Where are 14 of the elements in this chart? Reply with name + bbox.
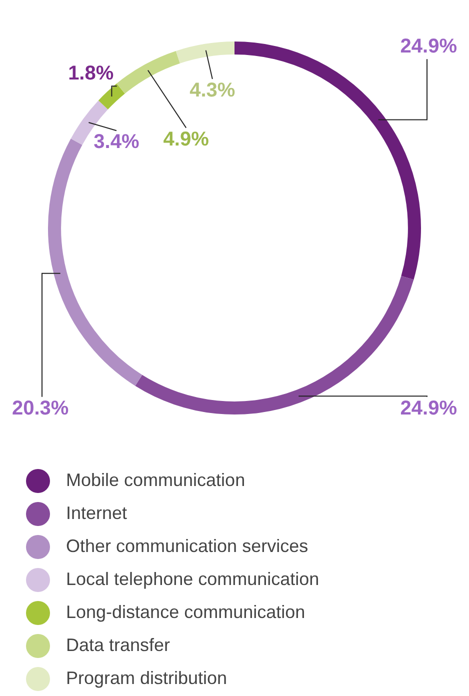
legend-label: Other communication services (66, 536, 308, 557)
data-label: 20.3% (12, 397, 69, 420)
legend-label: Program distribution (66, 668, 228, 689)
legend-label: Data transfer (66, 635, 170, 656)
data-label: 24.9% (400, 36, 458, 58)
data-label: 24.9% (400, 397, 458, 420)
data-label: 4.9% (163, 128, 210, 150)
legend-label: Mobile communication (66, 470, 246, 491)
data-label: 1.8% (68, 62, 114, 85)
legend-label: Local telephone communication (66, 569, 320, 590)
data-label: 3.4% (94, 131, 140, 154)
legend-label: Long-distance communication (66, 602, 306, 623)
legend-label: Internet (66, 503, 128, 524)
data-label: 4.3% (190, 80, 236, 102)
